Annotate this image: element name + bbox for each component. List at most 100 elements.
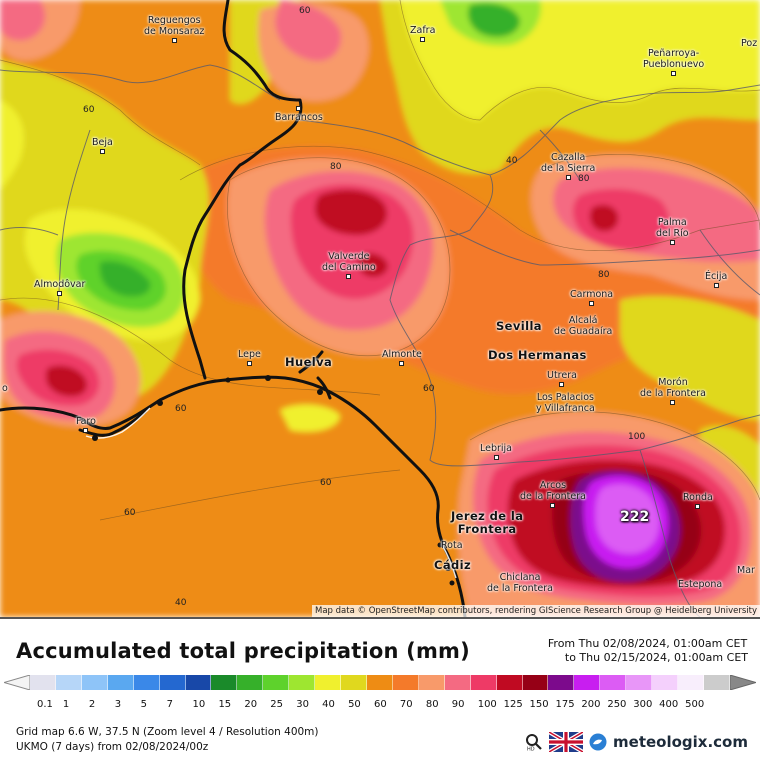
city-label[interactable]: Chiclana de la Frontera [487,572,553,594]
colorbar-swatch [366,675,393,690]
search-hd-icon[interactable]: HD [525,733,543,751]
colorbar [30,675,730,690]
colorbar-tick-label: 2 [88,699,96,710]
colorbar-swatch [185,675,212,690]
city-label[interactable]: Carmona [570,289,613,306]
city-label[interactable]: Almodôvar [34,279,85,296]
legend-title: Accumulated total precipitation (mm) [16,639,470,663]
city-label[interactable]: Faro [76,416,96,433]
colorbar-tick-label: 50 [348,699,361,710]
city-label[interactable]: Valverde del Camino [322,251,376,279]
colorbar-tick-label: 500 [685,699,705,710]
city-label[interactable]: Estepona [678,579,723,590]
colorbar-tick-label: 90 [451,699,465,710]
city-marker-icon [171,38,177,43]
city-marker-icon [669,240,675,245]
city-marker-icon [246,361,252,366]
colorbar-tick-label: 15 [218,699,232,710]
city-label[interactable]: Alcalá de Guadaíra [554,315,613,337]
city-label[interactable]: Zafra [410,25,435,42]
city-marker-icon [399,361,405,366]
city-label[interactable]: Reguengos de Monsaraz [144,15,204,43]
city-marker-icon [695,504,701,509]
colorbar-tick-label: 250 [607,699,627,710]
isoline-label: 60 [299,6,311,16]
city-label[interactable]: Barrancos [275,106,323,123]
colorbar-swatch [315,675,342,690]
colorbar-tick-label: 175 [555,699,575,710]
legend-panel: Accumulated total precipitation (mm) Fro… [0,617,760,760]
city-label[interactable]: Cazalla de la Sierra [541,152,595,180]
colorbar-tick-label: 10 [192,699,206,710]
city-label[interactable]: Rota [441,540,463,551]
city-label[interactable]: Almonte [382,349,422,366]
colorbar-tick-label: 125 [503,699,523,710]
city-label[interactable]: Beja [92,137,113,154]
model-run-info: UKMO (7 days) from 02/08/2024/00z [16,741,209,753]
colorbar-swatch [574,675,601,690]
uk-flag-icon[interactable] [549,732,584,752]
city-marker-icon [296,106,302,111]
isoline-label: 80 [598,270,610,280]
brand-area: HD meteologix.com [525,732,748,752]
isoline-label: 60 [124,508,136,518]
city-label[interactable]: Sevilla [496,319,542,333]
city-marker-icon [420,37,426,42]
colorbar-tick-label: 80 [425,699,439,710]
city-label[interactable]: Poz [741,38,758,49]
city-label[interactable]: Lebrija [480,443,512,460]
city-label[interactable]: o [2,383,8,394]
colorbar-swatch [289,675,316,690]
precipitation-map[interactable]: 60 60 80 40 80 80 60 60 60 60 100 40 222… [0,0,760,617]
city-label[interactable]: Jerez de la Frontera [451,509,524,536]
colorbar-tick-label: 1 [62,699,70,710]
city-marker-icon [713,283,719,288]
map-attribution: Map data © OpenStreetMap contributors, r… [312,605,760,617]
city-label[interactable]: Los Palacios y Villafranca [536,392,595,414]
colorbar-tick-label: 40 [322,699,335,710]
city-label[interactable]: Cádiz [434,558,472,572]
city-label[interactable]: Ronda [683,492,713,509]
colorbar-swatch [107,675,134,690]
colorbar-swatch [159,675,186,690]
city-label[interactable]: Mar [737,565,755,576]
city-marker-icon [99,149,105,154]
city-label[interactable]: Arcos de la Frontera [520,480,586,508]
colorbar-max-arrow-icon [730,675,756,690]
colorbar-tick-label: 25 [270,699,284,710]
colorbar-swatch [522,675,549,690]
colorbar-tick-label: 30 [296,699,309,710]
colorbar-tick-label: 200 [581,699,601,710]
colorbar-swatch [263,675,290,690]
brand-name[interactable]: meteologix.com [613,733,748,751]
city-marker-icon [493,455,499,460]
city-label[interactable]: Écija [705,271,727,288]
colorbar-swatch [496,675,523,690]
city-label[interactable]: Huelva [285,355,333,369]
colorbar-min-arrow-icon [4,675,30,690]
isoline-label: 60 [175,404,187,414]
city-marker-icon [589,301,595,306]
colorbar-tick-label: 0.1 [36,699,53,710]
city-label[interactable]: Lepe [238,349,261,366]
city-label[interactable]: Palma del Río [656,217,689,245]
max-value-label: 222 [620,509,650,525]
colorbar-swatch [30,675,56,690]
city-marker-icon [550,503,556,508]
time-range-from: From Thu 02/08/2024, 01:00am CET [547,637,748,650]
isoline-label: 60 [423,384,435,394]
city-label[interactable]: Utrera [547,370,577,387]
colorbar-swatch [444,675,471,690]
isoline-label: 100 [628,432,646,442]
city-label[interactable]: Peñarroya- Pueblonuevo [643,48,704,76]
colorbar-tick-label: 70 [399,699,413,710]
time-range: From Thu 02/08/2024, 01:00am CET to Thu … [548,637,748,665]
colorbar-tick-label: 7 [166,699,173,710]
isoline-label: 80 [330,162,342,172]
colorbar-swatch [341,675,367,690]
colorbar-swatch [626,675,653,690]
city-label[interactable]: Dos Hermanas [488,348,587,362]
colorbar-swatch [55,675,82,690]
colorbar-swatch [133,675,160,690]
city-label[interactable]: Morón de la Frontera [640,377,706,405]
